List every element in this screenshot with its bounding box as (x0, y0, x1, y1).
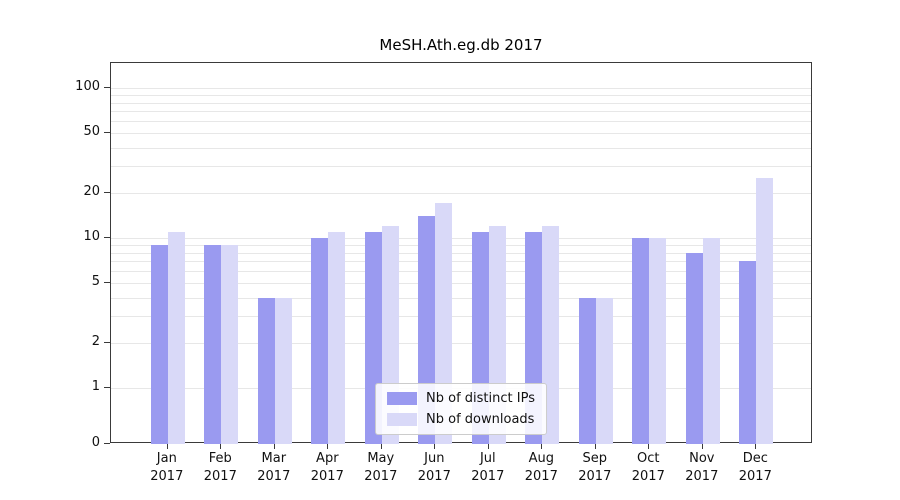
gridline (111, 102, 811, 104)
x-tick-label-may: May 2017 (364, 451, 398, 485)
bar-downloads-dec (756, 178, 774, 444)
x-tick-label-nov: Nov 2017 (685, 451, 719, 485)
bar-downloads-apr (328, 231, 346, 444)
gridline (111, 133, 811, 135)
bar-downloads-jan (167, 231, 185, 444)
bar-distinct-ips-mar (257, 297, 275, 444)
y-tick-label-1: 1 (91, 379, 100, 394)
y-tick-label-50: 50 (83, 124, 100, 140)
x-tick-label-jan: Jan 2017 (150, 451, 184, 485)
x-tick-label-jul: Jul 2017 (471, 451, 505, 485)
y-tick-mark (104, 341, 110, 343)
x-tick-label-feb: Feb 2017 (203, 451, 237, 485)
y-tick-mark (104, 282, 110, 284)
x-tick-mark (273, 444, 275, 449)
legend-swatch-downloads (387, 413, 418, 426)
y-tick-mark (104, 237, 110, 238)
x-tick-mark (327, 444, 329, 449)
gridline (111, 252, 811, 254)
x-tick-mark (594, 444, 596, 449)
gridline (111, 121, 811, 123)
x-tick-mark (380, 444, 382, 449)
gridline (111, 261, 811, 263)
legend: Nb of distinct IPs Nb of downloads (375, 383, 547, 435)
x-tick-mark (648, 444, 650, 449)
y-tick-label-20: 20 (83, 183, 100, 199)
bar-distinct-ips-dec (739, 261, 757, 444)
gridline (111, 271, 811, 273)
bar-distinct-ips-oct (632, 238, 650, 444)
bar-distinct-ips-feb (204, 244, 222, 444)
gridline (111, 94, 811, 96)
bar-distinct-ips-jan (150, 244, 168, 444)
x-tick-label-dec: Dec 2017 (738, 451, 772, 485)
bar-downloads-sep (595, 297, 613, 444)
bar-downloads-feb (221, 244, 239, 444)
gridline (111, 238, 811, 239)
x-tick-label-oct: Oct 2017 (631, 451, 665, 485)
y-tick-mark (104, 387, 110, 388)
gridline (111, 192, 811, 194)
x-tick-mark (755, 444, 757, 449)
gridline (111, 111, 811, 113)
gridline (111, 147, 811, 149)
x-tick-label-sep: Sep 2017 (578, 451, 612, 485)
x-tick-label-mar: Mar 2017 (257, 451, 291, 485)
legend-label-distinct-ips: Nb of distinct IPs (426, 391, 535, 406)
gridline (111, 342, 811, 344)
y-tick-label-5: 5 (91, 274, 100, 290)
gridline (111, 88, 811, 89)
bar-distinct-ips-sep (578, 297, 596, 444)
x-tick-mark (487, 444, 489, 449)
x-tick-label-apr: Apr 2017 (310, 451, 344, 485)
chart-title: MeSH.Ath.eg.db 2017 (379, 36, 543, 54)
bar-downloads-mar (274, 297, 292, 444)
gridline (111, 297, 811, 299)
gridline (111, 166, 811, 168)
legend-swatch-distinct-ips (387, 392, 418, 405)
gridline (111, 283, 811, 285)
y-tick-label-0: 0 (91, 435, 100, 450)
bar-distinct-ips-apr (311, 238, 329, 444)
legend-item-downloads: Nb of downloads (387, 412, 535, 427)
bar-downloads-nov (702, 238, 720, 444)
x-tick-label-aug: Aug 2017 (524, 451, 558, 485)
x-tick-label-jun: Jun 2017 (417, 451, 451, 485)
y-tick-mark (104, 443, 110, 444)
legend-label-downloads: Nb of downloads (426, 412, 535, 427)
gridline (111, 244, 811, 246)
bar-downloads-oct (649, 238, 667, 444)
x-tick-mark (166, 444, 168, 449)
x-tick-mark (220, 444, 222, 449)
gridline (111, 316, 811, 318)
x-tick-mark (701, 444, 703, 449)
plot-area: Nb of distinct IPs Nb of downloads (110, 62, 812, 444)
y-tick-label-2: 2 (91, 333, 100, 349)
bar-distinct-ips-nov (685, 252, 703, 444)
y-tick-mark (104, 87, 110, 88)
y-tick-mark (104, 191, 110, 193)
x-tick-mark (541, 444, 543, 449)
legend-item-distinct-ips: Nb of distinct IPs (387, 391, 535, 406)
x-tick-mark (434, 444, 436, 449)
y-tick-mark (104, 132, 110, 134)
y-tick-label-100: 100 (75, 79, 100, 94)
y-tick-label-10: 10 (83, 229, 100, 244)
